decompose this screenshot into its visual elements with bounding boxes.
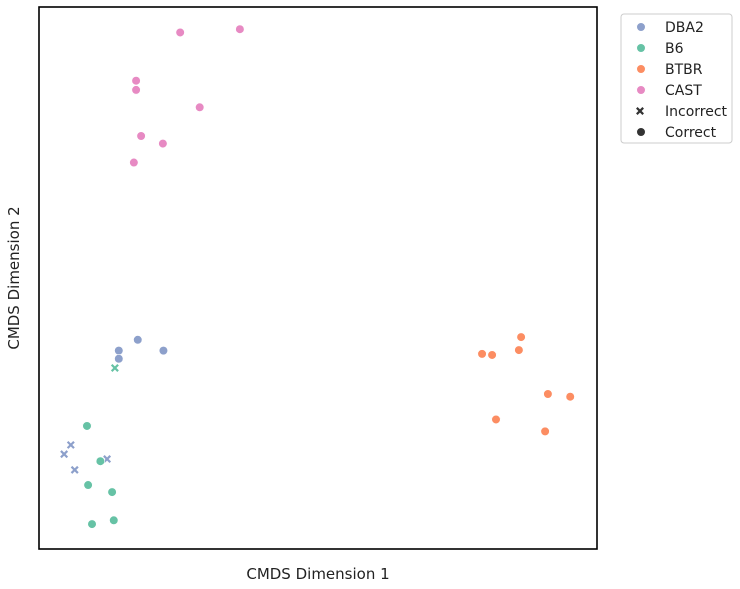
point-dba2-1: [114, 346, 124, 356]
legend-dba2: DBA2: [636, 20, 704, 36]
legend-correct-marker: [636, 127, 646, 137]
plot-frame: [38, 6, 598, 550]
point-dba2-incorrect-5: [60, 450, 69, 459]
points-layer: [60, 24, 575, 529]
legend-cast: CAST: [636, 83, 702, 99]
legend-dba2-label: DBA2: [665, 20, 704, 36]
point-btbr-4: [543, 389, 553, 399]
point-b6-5: [109, 515, 119, 525]
legend-cast-marker: [636, 85, 646, 95]
point-btbr-2: [477, 349, 487, 359]
point-btbr-3: [487, 350, 497, 360]
legend-frame: [620, 13, 733, 144]
legend-cast-label: CAST: [665, 83, 702, 99]
point-cast-6: [158, 138, 168, 149]
legend-b6: B6: [636, 41, 684, 57]
point-btbr-6: [491, 414, 501, 425]
legend-b6-label: B6: [665, 41, 684, 57]
legend-incorrect-label: Incorrect: [665, 104, 728, 120]
point-b6-2: [95, 456, 105, 466]
point-dba2-3: [114, 354, 124, 364]
point-dba2-0: [133, 335, 143, 345]
legend: DBA2 B6 BTBR CAST Incorrect Correct: [620, 13, 733, 144]
point-b6-1: [82, 421, 92, 431]
legend-correct: Correct: [636, 125, 717, 141]
point-btbr-0: [516, 332, 526, 342]
point-dba2-incorrect-7: [70, 465, 79, 474]
legend-btbr-marker: [636, 64, 646, 74]
legend-b6-marker: [636, 43, 646, 53]
point-b6-incorrect-0: [110, 363, 119, 372]
legend-btbr-label: BTBR: [665, 62, 703, 78]
legend-incorrect-marker: [636, 107, 644, 115]
legend-correct-label: Correct: [665, 125, 717, 141]
point-cast-3: [131, 85, 141, 95]
point-cast-1: [175, 27, 185, 38]
legend-incorrect: Incorrect: [636, 104, 728, 120]
point-cast-0: [235, 24, 245, 34]
point-btbr-7: [540, 426, 550, 436]
point-cast-4: [195, 102, 205, 112]
point-dba2-incorrect-4: [66, 440, 75, 449]
point-b6-4: [107, 487, 117, 497]
point-b6-6: [87, 519, 97, 529]
point-cast-5: [136, 131, 146, 141]
point-cast-7: [129, 157, 139, 168]
point-btbr-5: [565, 392, 575, 402]
y-axis-label: CMDS Dimension 2: [5, 206, 23, 349]
legend-btbr: BTBR: [636, 62, 703, 78]
x-axis-label: CMDS Dimension 1: [246, 565, 389, 583]
point-btbr-1: [514, 345, 524, 355]
point-b6-3: [83, 480, 93, 490]
point-cast-2: [131, 76, 141, 86]
legend-dba2-marker: [636, 22, 646, 32]
point-dba2-2: [158, 346, 169, 356]
